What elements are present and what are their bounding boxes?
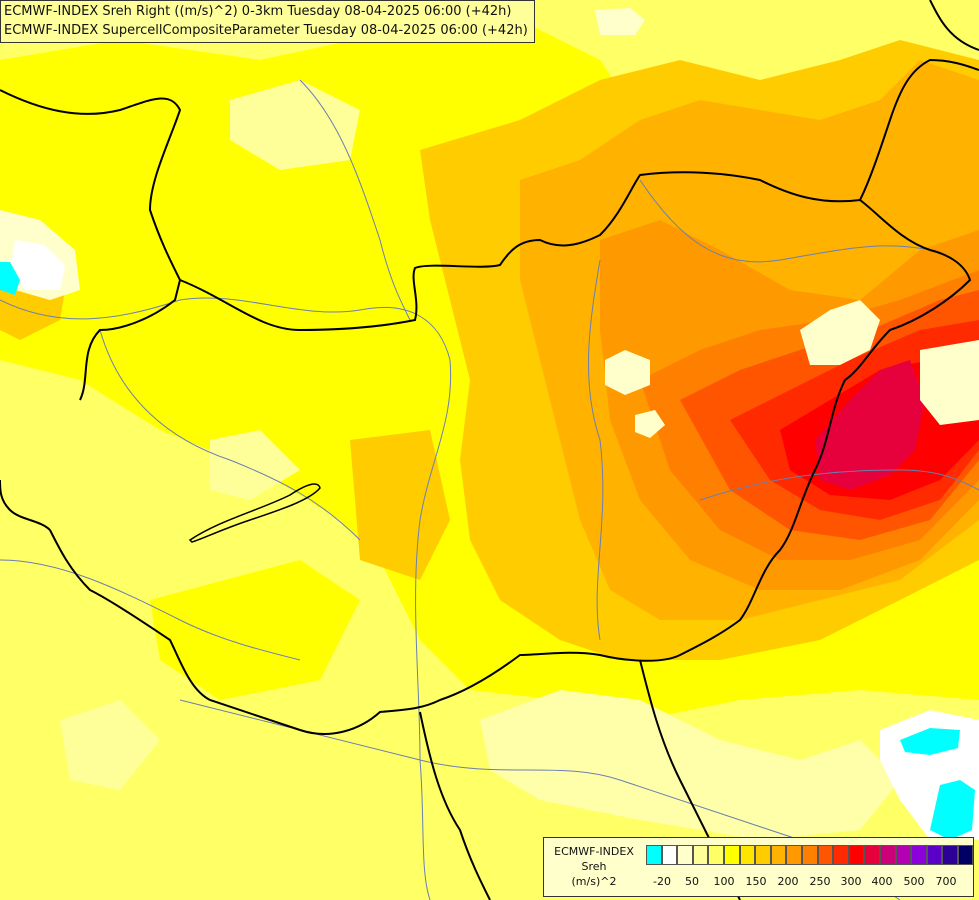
field-light-sw bbox=[60, 700, 160, 790]
legend-tick-label: 150 bbox=[745, 875, 767, 888]
rivers bbox=[0, 79, 979, 900]
border-ne bbox=[859, 58, 979, 201]
field-yellow-west bbox=[150, 560, 360, 700]
legend-swatch bbox=[879, 845, 896, 865]
border-hungary bbox=[49, 171, 972, 735]
legend-tick-label: 250 bbox=[809, 875, 831, 888]
legend-swatch bbox=[895, 845, 912, 865]
field-gold-west bbox=[350, 430, 450, 580]
legend-source: ECMWF-INDEX bbox=[554, 845, 634, 858]
legend-swatch bbox=[801, 845, 818, 865]
legend-swatch bbox=[957, 845, 974, 865]
legend-tick-label: 50 bbox=[685, 875, 699, 888]
legend-swatch bbox=[926, 845, 943, 865]
legend-variable: Sreh bbox=[581, 860, 607, 873]
legend-swatch bbox=[770, 845, 787, 865]
title-line-2: ECMWF-INDEX SupercellCompositeParameter … bbox=[4, 23, 528, 38]
border-west bbox=[0, 479, 51, 531]
legend-tick-label: 200 bbox=[777, 875, 799, 888]
field-cyan-1 bbox=[0, 262, 20, 295]
legend-swatch bbox=[942, 845, 958, 865]
border-north bbox=[0, 89, 182, 401]
lake-balaton bbox=[188, 483, 321, 543]
legend-swatch bbox=[864, 845, 880, 865]
field-white-7 bbox=[10, 240, 65, 290]
legend-swatch bbox=[708, 845, 724, 865]
legend-swatch bbox=[661, 845, 678, 865]
field-light-s bbox=[480, 690, 900, 840]
legend-swatch bbox=[848, 845, 865, 865]
legend-swatch bbox=[755, 845, 771, 865]
legend-tick-label: 500 bbox=[903, 875, 925, 888]
legend-swatch bbox=[739, 845, 756, 865]
border-south bbox=[419, 711, 491, 900]
legend-tick-label: 400 bbox=[871, 875, 893, 888]
legend-tick-label: 700 bbox=[935, 875, 957, 888]
legend-tick-label: -20 bbox=[653, 875, 671, 888]
field-white-5 bbox=[595, 8, 645, 35]
legend-swatch bbox=[817, 845, 834, 865]
legend-swatch bbox=[911, 845, 927, 865]
legend-swatch bbox=[692, 845, 709, 865]
legend-swatch bbox=[677, 845, 693, 865]
field-white-3 bbox=[605, 350, 650, 395]
field-cyan-3 bbox=[930, 780, 975, 840]
legend-swatch bbox=[723, 845, 740, 865]
field-white-4 bbox=[635, 410, 665, 438]
field-white-1 bbox=[800, 300, 880, 365]
legend-unit: (m/s)^2 bbox=[571, 875, 617, 888]
title-line-1: ECMWF-INDEX Sreh Right ((m/s)^2) 0-3km T… bbox=[4, 4, 512, 19]
legend-swatch bbox=[833, 845, 849, 865]
field-light-n bbox=[230, 80, 360, 170]
legend-ticks: -20 50 100 150 200 250 300 400 500 700 bbox=[646, 875, 966, 891]
border-nw bbox=[929, 0, 979, 51]
map-title-box: ECMWF-INDEX Sreh Right ((m/s)^2) 0-3km T… bbox=[0, 0, 535, 43]
field-cyan-2 bbox=[900, 728, 960, 755]
field-white-2 bbox=[920, 340, 979, 425]
legend-tick-label: 300 bbox=[840, 875, 862, 888]
field-light-c bbox=[210, 430, 300, 500]
color-legend: ECMWF-INDEX Sreh (m/s)^2 -20 50 100 150 200 2… bbox=[543, 837, 974, 897]
legend-tick-label: 100 bbox=[713, 875, 735, 888]
legend-swatch bbox=[786, 845, 802, 865]
legend-swatches bbox=[646, 845, 974, 865]
field-crimson bbox=[815, 360, 925, 490]
legend-swatch bbox=[646, 845, 662, 865]
legend-label: ECMWF-INDEX Sreh (m/s)^2 bbox=[546, 844, 642, 889]
